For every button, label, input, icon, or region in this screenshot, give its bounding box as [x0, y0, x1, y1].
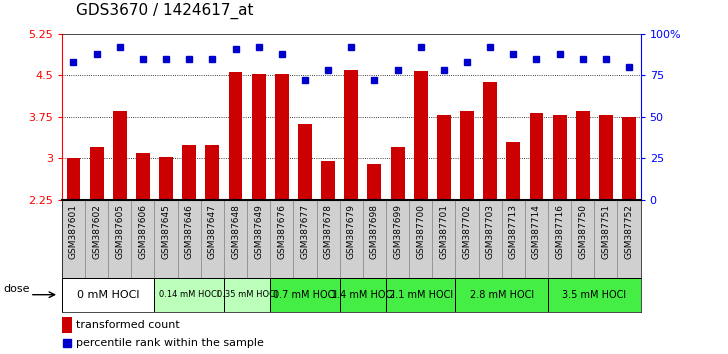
Bar [90, 147, 103, 200]
Bar [599, 115, 613, 200]
Text: GSM387703: GSM387703 [486, 204, 494, 259]
Bar [136, 153, 150, 200]
Text: GSM387646: GSM387646 [185, 204, 194, 259]
Bar [293, 200, 317, 278]
Text: GSM387700: GSM387700 [416, 204, 425, 259]
Bar [529, 113, 543, 200]
Bar [594, 200, 617, 278]
Text: GSM387602: GSM387602 [92, 204, 101, 259]
Text: GSM387678: GSM387678 [324, 204, 333, 259]
Text: GSM387714: GSM387714 [532, 204, 541, 259]
Text: GSM387606: GSM387606 [138, 204, 147, 259]
Bar [363, 200, 386, 278]
Text: 0.35 mM HOCl: 0.35 mM HOCl [217, 290, 277, 299]
Text: GSM387601: GSM387601 [69, 204, 78, 259]
Bar [571, 200, 594, 278]
Text: GSM387713: GSM387713 [509, 204, 518, 259]
Text: GSM387750: GSM387750 [578, 204, 587, 259]
Text: 1.4 mM HOCl: 1.4 mM HOCl [331, 290, 395, 300]
Text: dose: dose [4, 284, 30, 293]
Bar [502, 200, 525, 278]
Bar [576, 111, 590, 200]
Bar [386, 200, 409, 278]
Text: GSM387752: GSM387752 [625, 204, 633, 259]
Text: GSM387702: GSM387702 [462, 204, 472, 259]
Text: 2.8 mM HOCl: 2.8 mM HOCl [470, 290, 534, 300]
Bar [386, 278, 456, 312]
Bar [548, 200, 571, 278]
Bar [391, 147, 405, 200]
Text: GSM387649: GSM387649 [254, 204, 263, 259]
Bar [622, 117, 636, 200]
Bar [270, 200, 293, 278]
Bar [368, 164, 381, 200]
Bar [62, 317, 72, 333]
Bar [62, 278, 154, 312]
Bar [154, 200, 178, 278]
Text: 3.5 mM HOCl: 3.5 mM HOCl [562, 290, 626, 300]
Bar [182, 144, 196, 200]
Bar [317, 200, 340, 278]
Bar [414, 72, 427, 200]
Bar [201, 200, 224, 278]
Bar [113, 111, 127, 200]
Bar [159, 157, 173, 200]
Text: GSM387701: GSM387701 [440, 204, 448, 259]
Bar [224, 278, 270, 312]
Bar [229, 73, 242, 200]
Bar [617, 200, 641, 278]
Bar [252, 74, 266, 200]
Bar [432, 200, 456, 278]
Bar [131, 200, 154, 278]
Bar [548, 278, 641, 312]
Bar [409, 200, 432, 278]
Text: 0 mM HOCl: 0 mM HOCl [77, 290, 140, 300]
Bar [108, 200, 131, 278]
Bar [340, 200, 363, 278]
Text: GSM387676: GSM387676 [277, 204, 286, 259]
Bar [456, 200, 478, 278]
Bar [478, 200, 502, 278]
Text: GSM387751: GSM387751 [601, 204, 610, 259]
Bar [437, 115, 451, 200]
Bar [154, 278, 224, 312]
Bar [340, 278, 386, 312]
Bar [62, 200, 85, 278]
Text: GSM387677: GSM387677 [301, 204, 309, 259]
Text: GSM387679: GSM387679 [347, 204, 356, 259]
Text: GSM387648: GSM387648 [231, 204, 240, 259]
Bar [224, 200, 247, 278]
Text: GSM387645: GSM387645 [162, 204, 170, 259]
Text: GSM387647: GSM387647 [208, 204, 217, 259]
Bar [178, 200, 201, 278]
Text: GSM387699: GSM387699 [393, 204, 402, 259]
Bar [275, 74, 289, 200]
Bar [85, 200, 108, 278]
Bar [321, 161, 335, 200]
Bar [507, 142, 521, 200]
Text: 0.7 mM HOCl: 0.7 mM HOCl [273, 290, 337, 300]
Bar [247, 200, 270, 278]
Bar [344, 70, 358, 200]
Bar [270, 278, 340, 312]
Text: percentile rank within the sample: percentile rank within the sample [76, 338, 264, 348]
Bar [298, 124, 312, 200]
Bar [525, 200, 548, 278]
Bar [456, 278, 548, 312]
Bar [553, 115, 566, 200]
Text: 2.1 mM HOCl: 2.1 mM HOCl [389, 290, 453, 300]
Text: 0.14 mM HOCl: 0.14 mM HOCl [159, 290, 219, 299]
Text: transformed count: transformed count [76, 320, 180, 330]
Bar [483, 82, 497, 200]
Text: GSM387698: GSM387698 [370, 204, 379, 259]
Bar [205, 144, 219, 200]
Text: GSM387716: GSM387716 [555, 204, 564, 259]
Bar [460, 111, 474, 200]
Text: GDS3670 / 1424617_at: GDS3670 / 1424617_at [76, 3, 254, 19]
Text: GSM387605: GSM387605 [115, 204, 124, 259]
Bar [66, 159, 80, 200]
